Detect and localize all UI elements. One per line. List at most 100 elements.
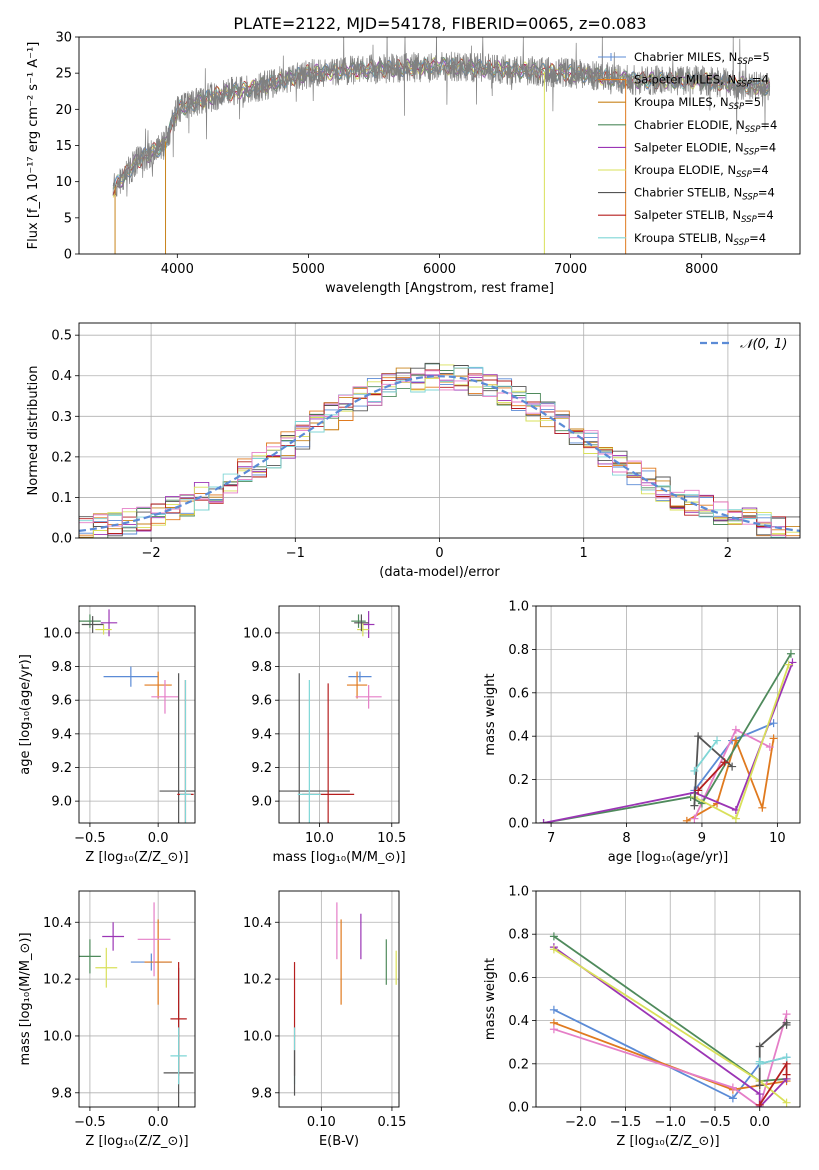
legend-entry-label: Salpeter STELIB, NSSP=4 xyxy=(634,208,774,225)
panel-age-vs-mass: 10.0 10.5 9.0 9.2 9.4 9.6 9.8 10.0 mass [log₁₀(M… xyxy=(243,605,406,865)
mass-weight-marker xyxy=(782,1020,791,1029)
y-tick-label: 0.2 xyxy=(508,773,529,788)
normal-distribution-curve xyxy=(79,375,800,532)
mass-weight-marker xyxy=(690,801,699,810)
plot-area xyxy=(79,609,195,823)
y-tick-label: 1.0 xyxy=(508,885,529,900)
y-tick-label: 10.4 xyxy=(43,916,72,931)
x-tick-label: 10.0 xyxy=(305,831,334,846)
y-tick-label: 9.2 xyxy=(51,761,72,776)
y-tick-label: 0 xyxy=(64,248,72,263)
x-tick-label: 0.15 xyxy=(377,1115,406,1130)
x-tick-label: 0 xyxy=(435,546,443,561)
panel-residuals: −2 −1 0 1 2 0.0 0.1 0.2 0.3 0.4 0.5 (data-model)/er… xyxy=(26,322,801,580)
figure-title: PLATE=2122, MJD=54178, FIBERID=0065, z=0… xyxy=(233,14,646,33)
y-tick-label: 0.4 xyxy=(51,369,72,384)
y-tick-label: 9.4 xyxy=(251,727,272,742)
x-axis-label: Z [log₁₀(Z/Z_⊙)] xyxy=(85,850,188,865)
mass-weight-series-line xyxy=(543,662,794,823)
y-tick-label: 0.5 xyxy=(51,329,72,344)
y-tick-label: 9.8 xyxy=(51,660,72,675)
mass-weight-marker xyxy=(731,814,740,823)
y-tick-label: 10.2 xyxy=(243,973,272,988)
plot-frame xyxy=(78,890,196,1108)
mass-weight-marker xyxy=(755,1042,764,1051)
y-tick-label: 9.8 xyxy=(51,1086,72,1101)
y-axis-label: mass weight xyxy=(483,673,498,755)
legend-entry-label: Salpeter MILES, NSSP=4 xyxy=(634,73,769,90)
legend-entry-label: 𝒩(0, 1) xyxy=(740,337,787,352)
y-tick-label: 20 xyxy=(55,103,72,118)
legend-marker xyxy=(607,53,615,61)
mass-weight-marker xyxy=(755,1100,764,1107)
mass-weight-marker xyxy=(682,816,691,823)
mass-weight-marker xyxy=(694,786,703,795)
plot-area xyxy=(79,362,800,538)
mass-weight-marker xyxy=(769,719,778,728)
legend-entry-label: Kroupa STELIB, NSSP=4 xyxy=(634,231,766,248)
panel-massweight-vs-age: 7 8 9 10 0.0 0.2 0.4 0.6 0.8 1.0 age [log₁₀(age/yr… xyxy=(483,600,801,865)
y-tick-label: 0.2 xyxy=(51,450,72,465)
mass-weight-marker xyxy=(690,766,699,775)
y-tick-label: 9.6 xyxy=(51,694,72,709)
mass-weight-marker xyxy=(720,758,729,767)
y-tick-label: 30 xyxy=(55,31,72,46)
y-axis-label: age [log₁₀(age/yr)] xyxy=(18,654,33,775)
mass-weight-marker xyxy=(755,1081,764,1090)
y-tick-label: 10.0 xyxy=(243,626,272,641)
panel-mass-vs-ebv: 0.10 0.15 9.8 10.0 10.2 10.4 E(B-V) xyxy=(243,890,406,1149)
x-axis-label: Z [log₁₀(Z/Z_⊙)] xyxy=(616,1134,719,1149)
mass-weight-series-line xyxy=(543,653,792,823)
y-tick-label: 0.0 xyxy=(508,817,529,832)
panel-spectrum: 4000 5000 6000 7000 8000 0 5 10 15 20 25 30 waveleng… xyxy=(26,31,801,296)
mass-weight-marker xyxy=(728,762,737,771)
mass-weight-marker xyxy=(713,736,722,745)
x-tick-label: 0.0 xyxy=(148,1115,169,1130)
mass-weight-marker xyxy=(728,1083,737,1092)
x-tick-label: −2 xyxy=(142,546,161,561)
legend-entry-label: Kroupa ELODIE, NSSP=4 xyxy=(634,163,769,180)
y-tick-label: 10.2 xyxy=(43,973,72,988)
observed-spectrum-line xyxy=(112,37,771,197)
x-tick-label: 7000 xyxy=(554,262,587,277)
y-tick-label: 0.1 xyxy=(51,491,72,506)
mass-weight-marker xyxy=(784,660,793,669)
y-tick-label: 1.0 xyxy=(508,600,529,615)
x-tick-label: 2 xyxy=(724,546,732,561)
y-tick-label: 9.0 xyxy=(251,795,272,810)
legend: Chabrier MILES, NSSP=5 Salpeter MILES, NS… xyxy=(598,50,777,248)
y-tick-label: 0.4 xyxy=(508,730,529,745)
mass-weight-marker xyxy=(782,1053,791,1062)
legend-entry-label: Kroupa MILES, NSSP=5 xyxy=(634,95,761,112)
x-tick-label: 4000 xyxy=(161,262,194,277)
y-tick-label: 10 xyxy=(55,175,72,190)
x-axis-label: age [log₁₀(age/yr)] xyxy=(608,850,729,865)
panel-age-vs-metallicity: −0.5 0.0 9.0 9.2 9.4 9.6 9.8 10.0 Z [log₁₀(Z/Z_⊙… xyxy=(18,605,196,865)
mass-weight-marker xyxy=(786,649,795,658)
plot-frame xyxy=(535,890,801,1108)
y-tick-label: 9.8 xyxy=(251,660,272,675)
y-tick-label: 9.8 xyxy=(251,1086,272,1101)
mass-weight-marker xyxy=(728,1094,737,1103)
x-tick-label: 7 xyxy=(547,831,555,846)
y-tick-label: 10.0 xyxy=(243,1029,272,1044)
mass-weight-series-line xyxy=(758,1020,788,1086)
x-axis-label: Z [log₁₀(Z/Z_⊙)] xyxy=(85,1134,188,1149)
y-tick-label: 10.4 xyxy=(243,916,272,931)
y-tick-label: 0.8 xyxy=(508,643,529,658)
plot-frame xyxy=(78,322,801,539)
mass-weight-marker xyxy=(782,1070,791,1079)
plot-area xyxy=(539,649,797,823)
panel-massweight-vs-metallicity: −2.0 −1.5 −1.0 −0.5 0.0 0.0 0.2 0.4 0.6 0.8 1.0 Z [… xyxy=(483,885,801,1149)
y-tick-label: 15 xyxy=(55,139,72,154)
x-tick-label: 1 xyxy=(580,546,588,561)
plot-area xyxy=(79,902,194,1107)
y-axis-label: mass weight xyxy=(483,958,498,1040)
mass-weight-marker xyxy=(782,1010,791,1019)
x-tick-label: −0.5 xyxy=(699,1115,731,1130)
plot-area xyxy=(279,611,382,823)
mass-weight-marker xyxy=(765,743,774,752)
x-tick-label: −0.5 xyxy=(74,831,106,846)
mass-weight-marker xyxy=(539,819,548,823)
